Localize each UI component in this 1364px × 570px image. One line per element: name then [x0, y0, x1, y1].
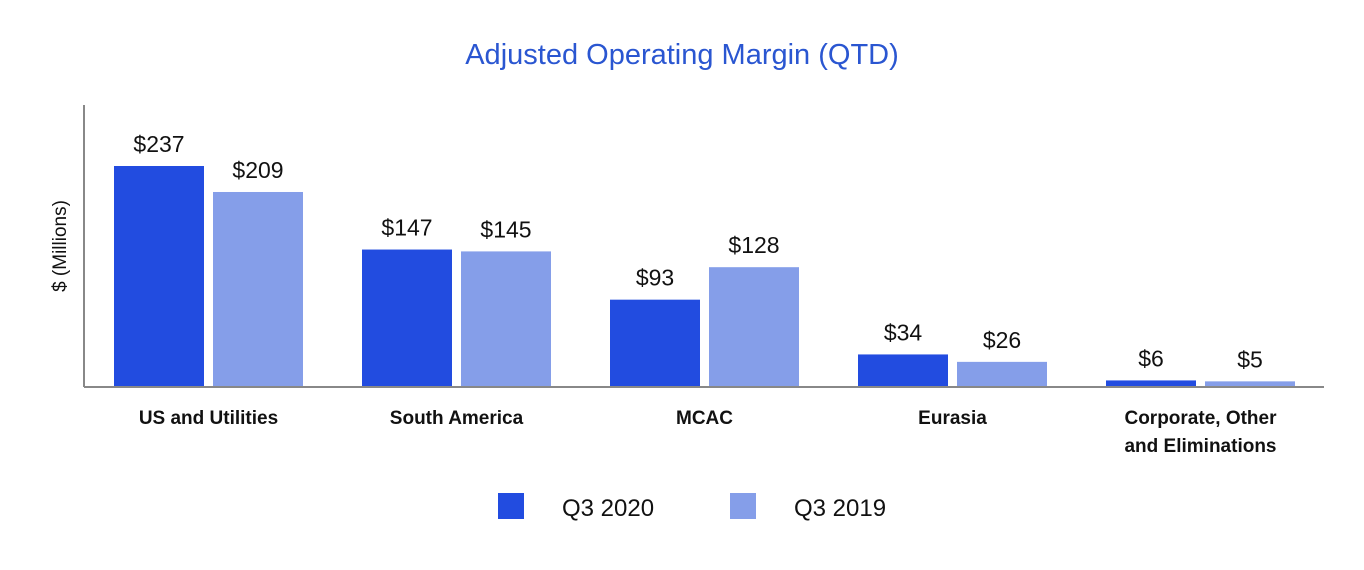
bar-q3-2020-1 [362, 249, 452, 386]
legend-label-q3-2020: Q3 2020 [562, 495, 654, 522]
bar-q3-2020-2 [610, 299, 700, 386]
data-label-q3-2019-1: $145 [480, 216, 531, 242]
category-label-4-line-0: Corporate, Other [1124, 408, 1277, 429]
bar-q3-2019-0 [213, 191, 303, 386]
legend-label-q3-2019: Q3 2019 [794, 495, 886, 522]
data-label-q3-2020-1: $147 [381, 215, 432, 241]
bar-q3-2020-0 [114, 166, 204, 386]
data-label-q3-2020-2: $93 [636, 265, 674, 291]
bar-q3-2019-2 [709, 267, 799, 386]
y-axis-label: $ (Millions) [50, 200, 71, 292]
category-label-4-line-1: and Eliminations [1124, 436, 1276, 457]
bars-group [114, 166, 1295, 386]
data-label-q3-2020-4: $6 [1138, 345, 1164, 371]
category-labels-group: US and Utilities South America MCAC Eurasia… [139, 408, 1277, 457]
legend-swatch-q3-2019 [730, 493, 756, 519]
data-label-q3-2019-3: $26 [983, 327, 1021, 353]
legend-swatch-q3-2020 [498, 493, 524, 519]
data-label-q3-2019-0: $209 [232, 157, 283, 183]
data-label-q3-2020-0: $237 [133, 131, 184, 157]
bar-q3-2020-4 [1106, 380, 1196, 386]
bar-q3-2020-3 [858, 354, 948, 386]
bar-q3-2019-3 [957, 361, 1047, 386]
chart-title: Adjusted Operating Margin (QTD) [465, 39, 899, 71]
data-label-q3-2019-4: $5 [1237, 346, 1263, 372]
category-label-3: Eurasia [918, 408, 987, 429]
bar-q3-2019-4 [1205, 381, 1295, 386]
category-label-0: US and Utilities [139, 408, 278, 429]
data-label-q3-2020-3: $34 [884, 319, 923, 345]
bar-q3-2019-1 [461, 251, 551, 386]
data-label-q3-2019-2: $128 [728, 232, 779, 258]
value-labels-group: $237 $209 $147 $145 $93 $128 $34 $26 $6 $5 [133, 131, 1262, 372]
category-label-2: MCAC [676, 408, 733, 429]
legend: Q3 2020 Q3 2019 [498, 493, 886, 522]
category-label-1: South America [390, 408, 524, 429]
